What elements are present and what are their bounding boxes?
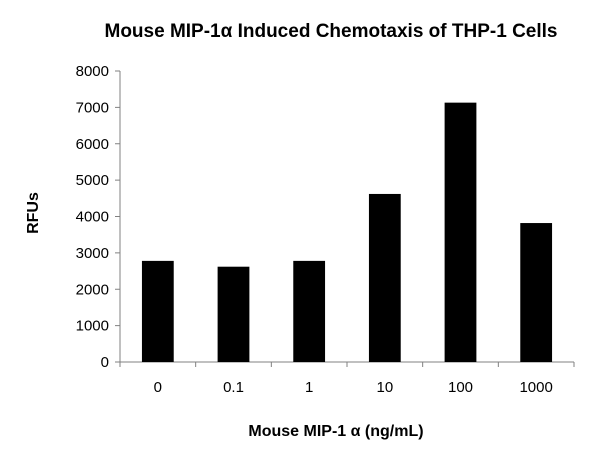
bar-0.1: [217, 266, 250, 362]
y-tick-label: 6000: [76, 136, 109, 153]
y-tick-label: 4000: [76, 209, 109, 226]
x-tick-label: 1000: [519, 379, 552, 396]
y-tick-label: 7000: [76, 99, 109, 116]
plot-area: 0 1000 2000 3000 4000 5000 6000 7000 8000 0 0.1 1 10…: [76, 63, 575, 396]
y-tick-label: 8000: [76, 63, 109, 80]
y-tick-label: 5000: [76, 172, 109, 189]
x-tick-label: 1: [305, 379, 313, 396]
bar-0: [141, 260, 174, 362]
x-tick-label: 0.1: [223, 379, 244, 396]
x-tick-label: 100: [448, 379, 473, 396]
bar-100: [444, 102, 477, 363]
y-axis-label: RFUs: [25, 192, 42, 234]
x-tick-label: 10: [376, 379, 393, 396]
y-tick-label: 2000: [76, 281, 109, 298]
bar-1: [293, 260, 326, 362]
x-axis-label: Mouse MIP-1 α (ng/mL): [248, 423, 423, 440]
bar-1000: [520, 223, 553, 362]
y-tick-label: 1000: [76, 318, 109, 335]
x-tick-label: 0: [154, 379, 162, 396]
y-tick-label: 0: [101, 354, 109, 371]
y-tick-label: 3000: [76, 245, 109, 262]
chart-title: Mouse MIP-1α Induced Chemotaxis of THP-1…: [105, 21, 558, 42]
bar-10: [368, 193, 401, 362]
